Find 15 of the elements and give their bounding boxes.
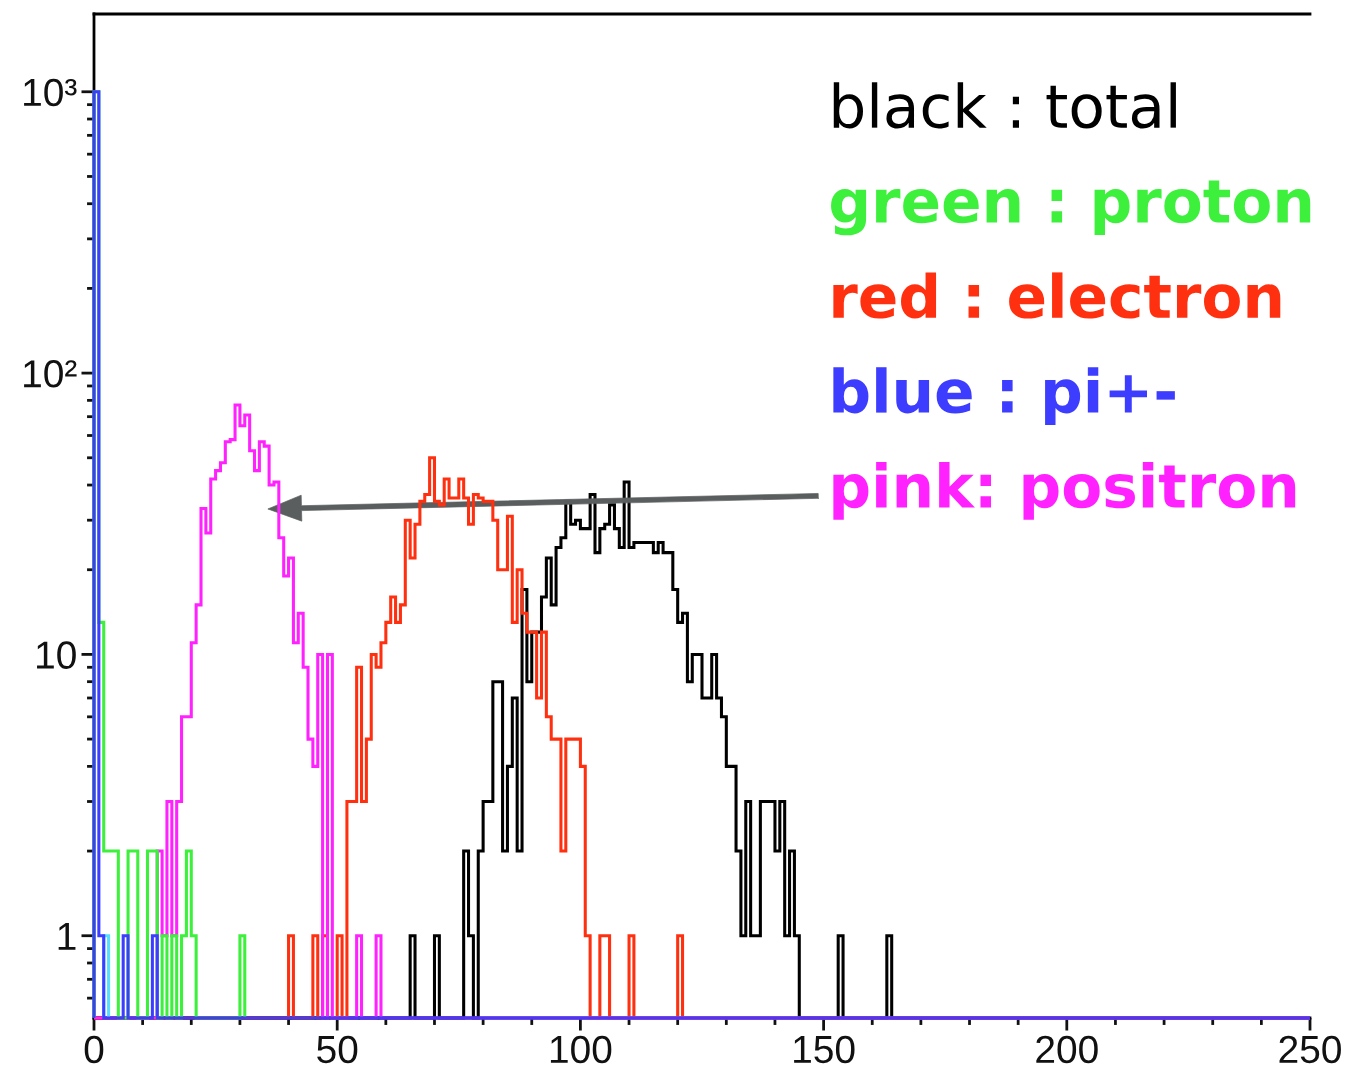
y-tick-label: 10 <box>37 641 76 669</box>
x-tick-label: 100 <box>550 1035 612 1064</box>
text: black : total <box>833 82 1176 129</box>
x-tick-label: 200 <box>1036 1035 1098 1064</box>
text: green : proton <box>831 180 1311 236</box>
x-tick-label: 150 <box>794 1035 855 1064</box>
x-tick-label: 0 <box>84 1035 104 1064</box>
x-tick-label: 50 <box>317 1035 358 1064</box>
y-tick-label: 1 <box>58 923 76 950</box>
y-tick-label: 10² <box>24 360 77 388</box>
text: red : electron <box>833 272 1281 319</box>
text: blue : pi+- <box>833 367 1175 426</box>
text: pink: positron <box>833 462 1296 520</box>
x-tick-label: 250 <box>1279 1035 1341 1064</box>
y-tick-label: 10³ <box>24 78 77 107</box>
